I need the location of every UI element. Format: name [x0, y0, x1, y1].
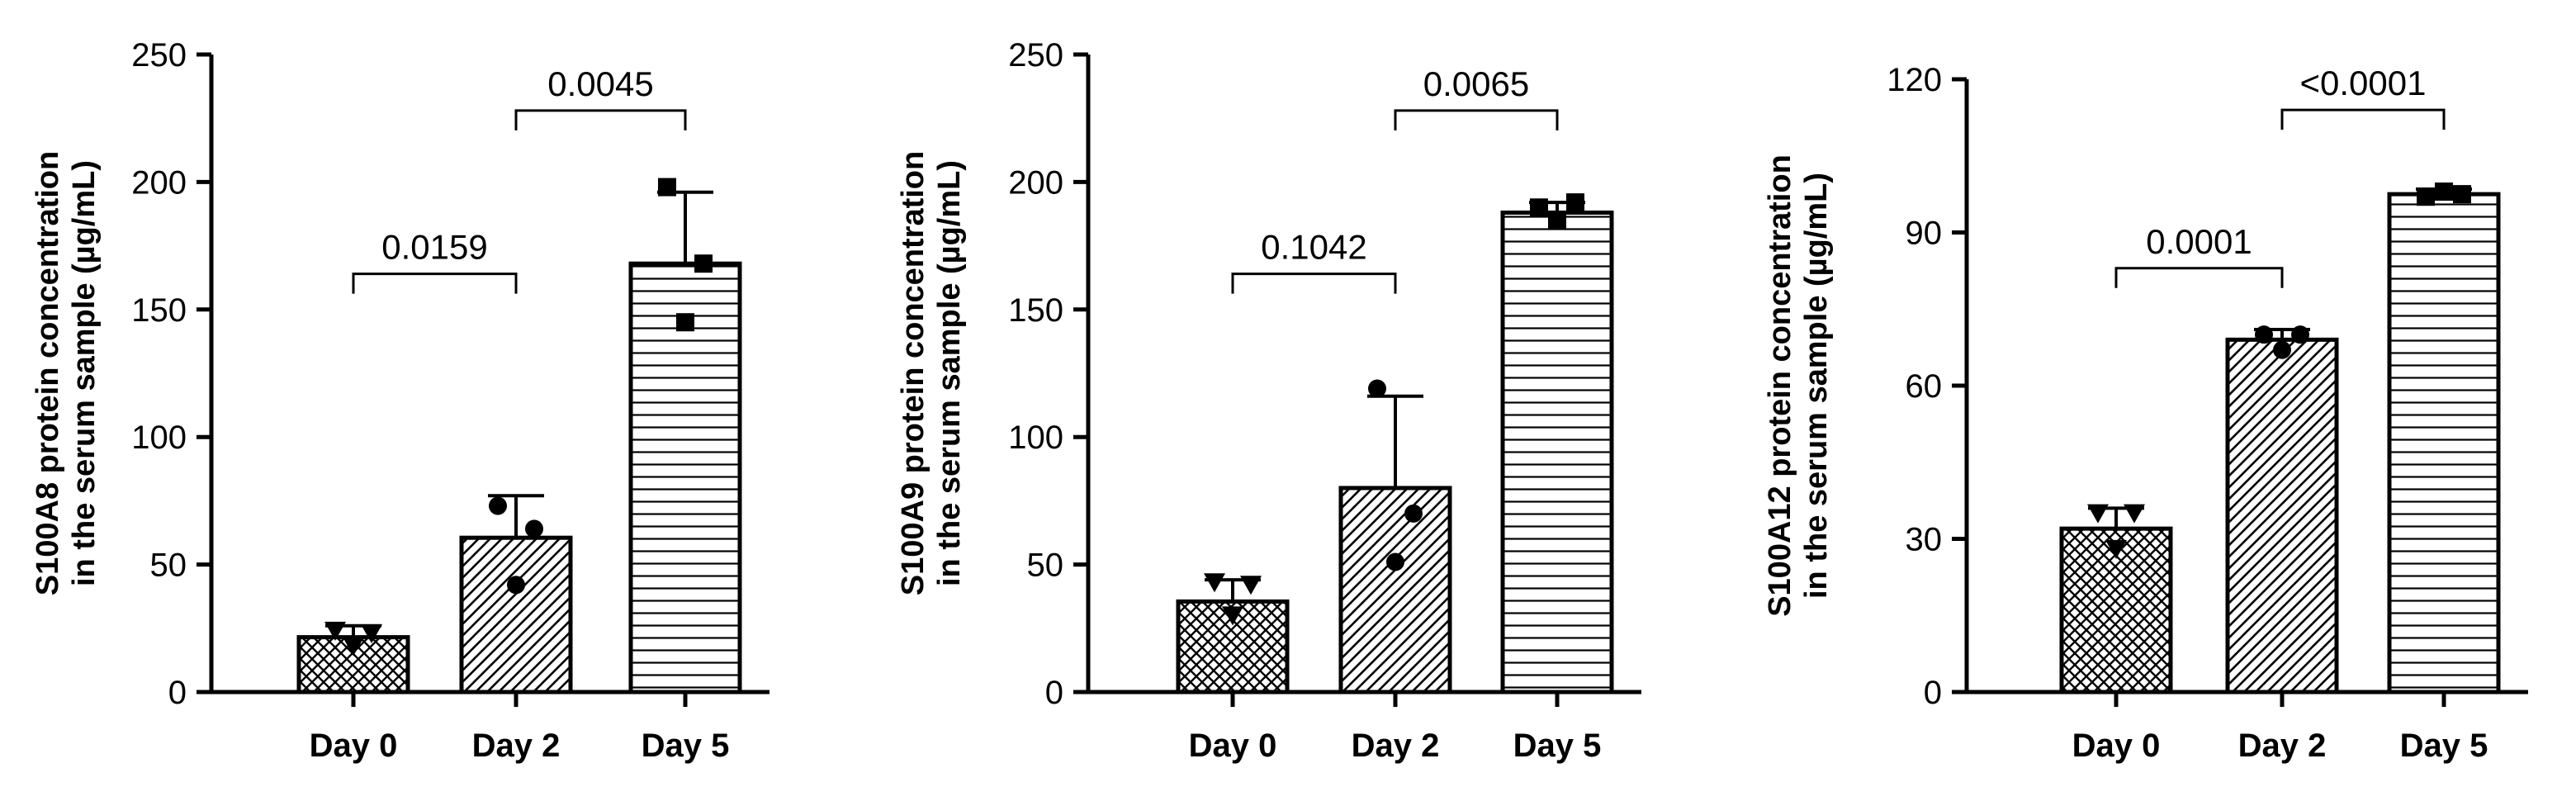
- y-axis-label: S100A12 protein concentrationin the seru…: [1763, 154, 1834, 617]
- p-value-label: <0.0001: [2300, 64, 2427, 102]
- bar: [1500, 210, 1614, 695]
- x-tick-label: Day 2: [1352, 728, 1440, 764]
- y-tick-label: 0: [1045, 675, 1063, 711]
- p-value-label: 0.0065: [1423, 64, 1529, 103]
- data-point-square: [2435, 183, 2453, 201]
- comparison-bracket: [1231, 273, 1397, 294]
- data-point-triangle: [1204, 573, 1225, 593]
- y-tick-label: 50: [150, 548, 187, 584]
- y-tick-label: 250: [1008, 37, 1063, 73]
- data-point-circle: [2255, 325, 2273, 344]
- y-axis-label: S100A8 protein concentrationin the serum…: [31, 151, 102, 595]
- bar: [2387, 192, 2501, 695]
- y-tick-label: 30: [1906, 522, 1943, 558]
- data-point-triangle: [324, 621, 346, 641]
- data-point-square: [694, 254, 713, 273]
- data-point-square: [676, 313, 694, 332]
- comparison-bracket: [2114, 267, 2284, 288]
- data-point-circle: [2273, 340, 2291, 359]
- x-tick-label: Day 0: [2072, 728, 2161, 764]
- data-point-square: [658, 178, 676, 197]
- data-point-square: [2417, 187, 2435, 206]
- x-tick-label: Day 5: [1513, 728, 1602, 764]
- y-tick-label: 100: [1008, 420, 1063, 456]
- data-point-triangle: [361, 623, 382, 643]
- x-tick-label: Day 2: [2238, 728, 2327, 764]
- data-point-circle: [1386, 552, 1404, 571]
- y-axis-label-line: in the serum sample (µg/mL): [67, 160, 102, 586]
- y-tick-label: 120: [1887, 62, 1942, 98]
- y-tick-label: 200: [1008, 164, 1063, 201]
- comparison-bracket: [352, 273, 518, 294]
- x-tick-label: Day 2: [472, 728, 561, 764]
- p-value-label: 0.0001: [2146, 222, 2252, 261]
- data-point-circle: [507, 576, 525, 595]
- y-tick-label: 60: [1906, 368, 1943, 405]
- data-point-triangle: [343, 637, 364, 657]
- y-tick-label: 100: [131, 420, 187, 456]
- data-point-circle: [1404, 504, 1423, 523]
- comparison-bracket: [514, 109, 687, 130]
- y-tick-label: 0: [168, 675, 187, 711]
- bar: [1338, 486, 1452, 695]
- y-axis-label-line: S100A9 protein concentration: [896, 151, 930, 595]
- y-tick-label: 0: [1924, 675, 1942, 711]
- x-tick-label: Day 5: [642, 728, 730, 764]
- bar: [628, 261, 742, 695]
- data-point-circle: [525, 519, 543, 538]
- chart-panel-s100a12: 0 30 60 90 120 S100A12 protein concentrationi…: [1763, 62, 2528, 764]
- y-axis-label-line: S100A12 protein concentration: [1763, 154, 1797, 617]
- chart-panel-s100a8: 0 50 100 150 200 250 S100A8 protein concentrat…: [31, 37, 769, 764]
- y-tick-label: 50: [1027, 548, 1064, 584]
- data-point-circle: [1368, 379, 1386, 398]
- data-point-square: [2453, 185, 2471, 204]
- data-point-square: [1566, 193, 1584, 212]
- y-axis-label: S100A9 protein concentrationin the serum…: [896, 151, 967, 595]
- data-point-circle: [2291, 325, 2309, 344]
- data-point-triangle: [2105, 539, 2127, 559]
- bar: [2225, 337, 2339, 695]
- p-value-label: 0.0159: [381, 228, 487, 267]
- y-axis-label-line: in the serum sample (µg/mL): [932, 160, 967, 586]
- x-tick-label: Day 5: [2400, 728, 2488, 764]
- bar: [459, 535, 573, 695]
- y-tick-label: 90: [1906, 216, 1943, 252]
- data-point-square: [1530, 198, 1548, 217]
- y-axis-label-line: in the serum sample (µg/mL): [1799, 173, 1834, 599]
- data-point-circle: [489, 496, 507, 515]
- data-point-square: [1548, 211, 1566, 230]
- y-axis-label-line: S100A8 protein concentration: [31, 151, 65, 595]
- comparison-bracket: [1394, 109, 1559, 130]
- comparison-bracket: [2280, 108, 2446, 130]
- x-tick-label: Day 0: [1189, 728, 1277, 764]
- data-point-triangle: [1222, 606, 1243, 626]
- y-tick-label: 200: [131, 164, 187, 201]
- x-tick-label: Day 0: [310, 728, 398, 764]
- data-point-triangle: [1240, 576, 1262, 595]
- p-value-label: 0.0045: [547, 64, 653, 103]
- y-tick-label: 150: [1008, 292, 1063, 329]
- data-point-triangle: [2124, 504, 2145, 524]
- chart-panel-s100a9: 0 50 100 150 200 250 S100A9 protein concentrat…: [896, 37, 1641, 764]
- y-tick-label: 150: [131, 292, 187, 329]
- p-value-label: 0.1042: [1261, 228, 1366, 267]
- y-tick-label: 250: [131, 37, 187, 73]
- data-point-triangle: [2087, 504, 2109, 524]
